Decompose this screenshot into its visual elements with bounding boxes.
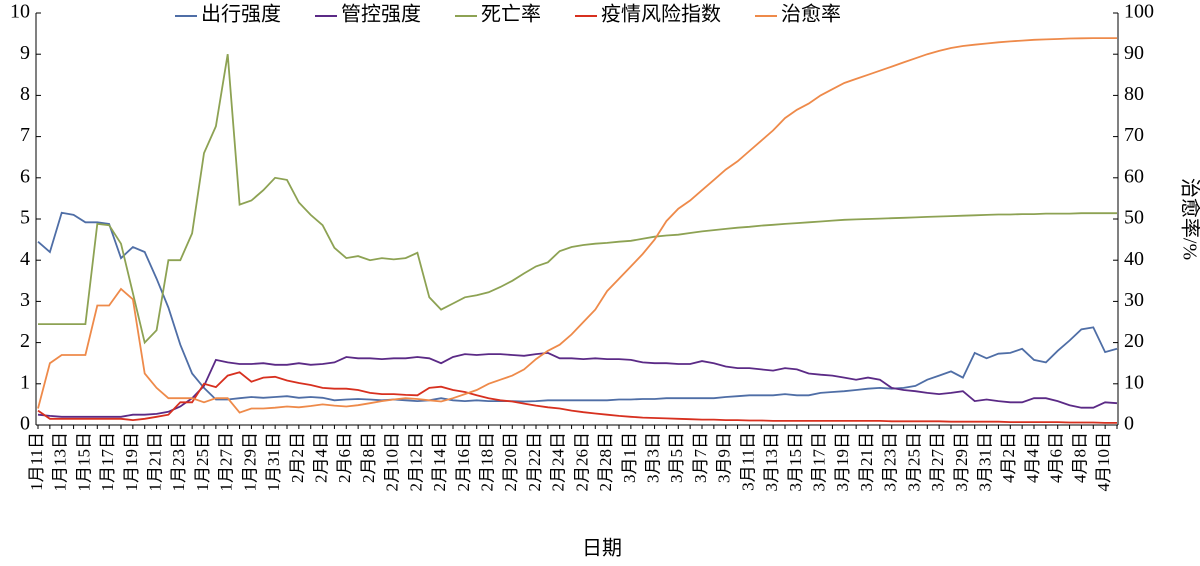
- y-tick-label: 7: [20, 124, 30, 146]
- x-tick-label: 2月10日: [383, 432, 402, 492]
- x-tick-label: 3月3日: [643, 432, 662, 483]
- x-tick-label: 3月21日: [857, 432, 876, 492]
- x-tick-label: 2月14日: [430, 432, 449, 492]
- x-tick-label: 2月22日: [525, 432, 544, 492]
- x-tick-label: 1月21日: [145, 432, 164, 492]
- x-tick-label: 3月5日: [667, 432, 686, 483]
- x-tick-label: 4月10日: [1094, 432, 1113, 492]
- legend-label: 出行强度: [201, 3, 281, 26]
- y2-tick-label: 60: [1124, 165, 1144, 187]
- x-tick-label: 3月19日: [833, 432, 852, 492]
- x-tick-label: 3月15日: [786, 432, 805, 492]
- y2-tick-label: 10: [1124, 371, 1144, 393]
- y-tick-label: 1: [20, 371, 30, 393]
- x-tick-label: 2月2日: [288, 432, 307, 483]
- x-tick-label: 2月6日: [335, 432, 354, 483]
- x-tick-label: 3月31日: [975, 432, 994, 492]
- y-tick-label: 8: [20, 83, 30, 105]
- series-line: [37, 351, 1118, 418]
- x-tick-label: 1月11日: [27, 432, 46, 491]
- y-tick-label: 10: [10, 1, 30, 23]
- y2-tick-label: 20: [1124, 330, 1144, 352]
- y2-tick-label: 40: [1124, 248, 1144, 270]
- series-line: [37, 371, 1117, 424]
- x-tick-label: 4月2日: [999, 432, 1018, 483]
- x-tick-label: 1月15日: [74, 432, 93, 492]
- x-tick-label: 2月20日: [501, 432, 520, 492]
- x-tick-label: 3月23日: [881, 432, 900, 492]
- series-line: [38, 54, 1117, 345]
- y2-tick-label: 80: [1124, 83, 1144, 105]
- y-tick-label: 0: [20, 413, 30, 435]
- y-tick-label: 3: [20, 289, 30, 311]
- y-tick-label: 6: [20, 165, 30, 187]
- legend-label: 死亡率: [481, 3, 541, 26]
- legend-label: 管控强度: [341, 3, 421, 26]
- x-tick-label: 4月6日: [1047, 432, 1066, 483]
- x-tick-label: 1月19日: [122, 432, 141, 492]
- x-tick-label: 3月29日: [952, 432, 971, 492]
- y2-tick-label: 70: [1124, 124, 1144, 146]
- x-tick-label: 1月31日: [264, 432, 283, 492]
- x-tick-label: 2月4日: [311, 432, 330, 483]
- x-tick-label: 3月11日: [738, 432, 757, 491]
- y2-tick-label: 50: [1124, 207, 1144, 229]
- x-tick-label: 3月13日: [762, 432, 781, 492]
- x-tick-label: 2月18日: [477, 432, 496, 492]
- x-tick-label: 1月29日: [240, 432, 259, 492]
- x-tick-label: 2月16日: [454, 432, 473, 492]
- x-tick-label: 2月28日: [596, 432, 615, 492]
- y2-tick-label: 30: [1124, 289, 1144, 311]
- x-tick-label: 3月25日: [904, 432, 923, 492]
- y-tick-label: 2: [20, 330, 30, 352]
- y-tick-label: 5: [20, 207, 30, 229]
- x-tick-label: 4月8日: [1070, 432, 1089, 483]
- legend-label: 疫情风险指数: [601, 3, 721, 26]
- y2-tick-label: 100: [1124, 1, 1154, 23]
- x-tick-label: 2月8日: [359, 432, 378, 483]
- x-tick-label: 1月17日: [98, 432, 117, 492]
- x-tick-label: 1月13日: [51, 432, 70, 492]
- series-line: [37, 211, 1118, 403]
- x-tick-label: 1月25日: [193, 432, 212, 492]
- legend-label: 治愈率: [781, 3, 841, 26]
- x-tick-label: 4月4日: [1023, 432, 1042, 483]
- x-tick-label: 3月17日: [809, 432, 828, 492]
- series-line: [37, 37, 1117, 414]
- x-tick-label: 3月27日: [928, 432, 947, 492]
- x-tick-label: 1月27日: [217, 432, 236, 492]
- x-tick-label: 3月9日: [715, 432, 734, 483]
- x-tick-label: 2月12日: [406, 432, 425, 492]
- x-tick-label: 2月24日: [549, 432, 568, 492]
- y2-axis-label: 治愈率/%: [1178, 178, 1200, 260]
- y-tick-label: 9: [20, 42, 30, 64]
- x-axis-label: 日期: [582, 538, 622, 560]
- x-tick-label: 1月23日: [169, 432, 188, 492]
- x-tick-label: 3月7日: [691, 432, 710, 483]
- y-tick-label: 4: [20, 248, 30, 270]
- x-tick-label: 2月26日: [572, 432, 591, 492]
- y2-tick-label: 90: [1124, 42, 1144, 64]
- x-tick-label: 3月1日: [620, 432, 639, 483]
- y2-tick-label: 0: [1124, 413, 1134, 435]
